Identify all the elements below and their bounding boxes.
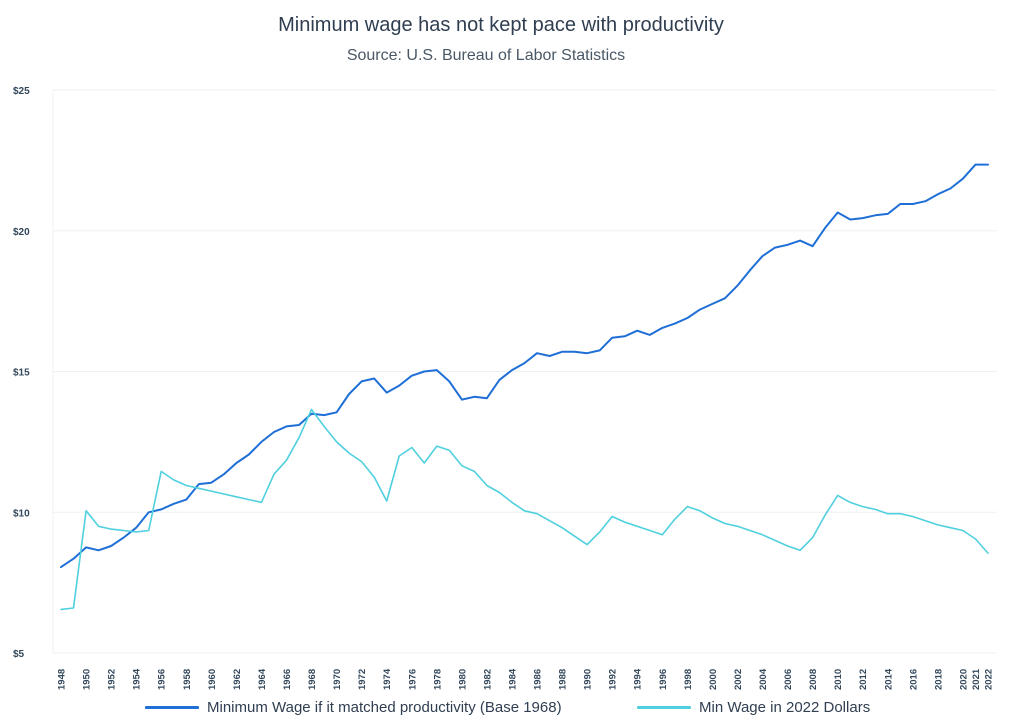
x-tick-label: 2021: [971, 668, 982, 690]
x-tick-label: 1996: [658, 669, 669, 690]
x-tick-label: 1962: [232, 669, 243, 690]
x-tick-label: 1988: [558, 669, 569, 690]
x-tick-label: 1956: [157, 669, 168, 690]
chart-title: Minimum wage has not kept pace with prod…: [278, 14, 724, 36]
x-tick-label: 1984: [507, 668, 518, 690]
x-tick-label: 2022: [984, 669, 995, 690]
x-tick-label: 1966: [282, 669, 293, 690]
x-tick-label: 1972: [357, 669, 368, 690]
x-tick-label: 1974: [382, 668, 393, 690]
y-tick-label: $20: [13, 227, 30, 238]
line-chart: $5$10$15$20$25 1948 1950 1952 1954 1956 1958 1…: [13, 86, 997, 690]
series-layer: [60, 163, 989, 611]
series-line-productivity[interactable]: [60, 163, 989, 569]
x-tick-label: 1992: [608, 669, 619, 690]
x-tick-label: 2012: [858, 669, 869, 690]
x-tick-label: 2014: [883, 668, 894, 690]
legend-item-min-wage[interactable]: Min Wage in 2022 Dollars: [637, 699, 870, 716]
x-tick-label: 1982: [482, 669, 493, 690]
x-tick-label: 2008: [808, 669, 819, 690]
x-axis: 1948 1950 1952 1954 1956 1958 1960 1962 1964 1966…: [57, 668, 995, 690]
x-tick-label: 1948: [57, 669, 68, 690]
legend-swatch-min-wage: [637, 706, 691, 709]
y-tick-label: $15: [13, 368, 30, 379]
y-tick-label: $10: [13, 508, 30, 519]
x-tick-label: 1978: [432, 669, 443, 690]
x-tick-label: 1986: [533, 669, 544, 690]
x-tick-label: 2002: [733, 669, 744, 690]
x-tick-label: 1994: [633, 668, 644, 690]
chart-subtitle: Source: U.S. Bureau of Labor Statistics: [346, 47, 626, 64]
x-tick-label: 1976: [407, 669, 418, 690]
legend: Minimum Wage if it matched productivity …: [0, 699, 1024, 721]
x-tick-label: 1970: [332, 669, 343, 690]
x-tick-label: 1980: [457, 669, 468, 690]
y-tick-label: $5: [13, 649, 25, 660]
x-tick-label: 1968: [307, 669, 318, 690]
legend-label-productivity: Minimum Wage if it matched productivity …: [207, 699, 562, 716]
y-tick-label: $25: [13, 86, 30, 97]
x-tick-label: 2020: [958, 669, 969, 690]
x-tick-label: 1958: [182, 669, 193, 690]
x-tick-label: 1954: [132, 668, 143, 690]
x-tick-label: 1990: [583, 669, 594, 690]
legend-item-productivity[interactable]: Minimum Wage if it matched productivity …: [145, 699, 562, 716]
x-tick-label: 2000: [708, 669, 719, 690]
legend-label-min-wage: Min Wage in 2022 Dollars: [699, 699, 871, 716]
x-tick-label: 2004: [758, 668, 769, 690]
y-axis: $5 $10 $15 $20 $25: [13, 86, 30, 660]
x-tick-label: 2016: [908, 669, 919, 690]
x-tick-label: 1960: [207, 669, 218, 690]
x-tick-label: 1950: [82, 669, 93, 690]
legend-swatch-productivity: [145, 706, 199, 709]
x-tick-label: 2006: [783, 669, 794, 690]
grid-layer: [52, 89, 997, 654]
series-line-min-wage[interactable]: [60, 408, 989, 611]
x-tick-label: 1964: [257, 668, 268, 690]
x-tick-label: 2010: [833, 669, 844, 690]
x-tick-label: 1998: [683, 669, 694, 690]
x-tick-label: 2018: [933, 669, 944, 690]
x-tick-label: 1952: [107, 669, 118, 690]
